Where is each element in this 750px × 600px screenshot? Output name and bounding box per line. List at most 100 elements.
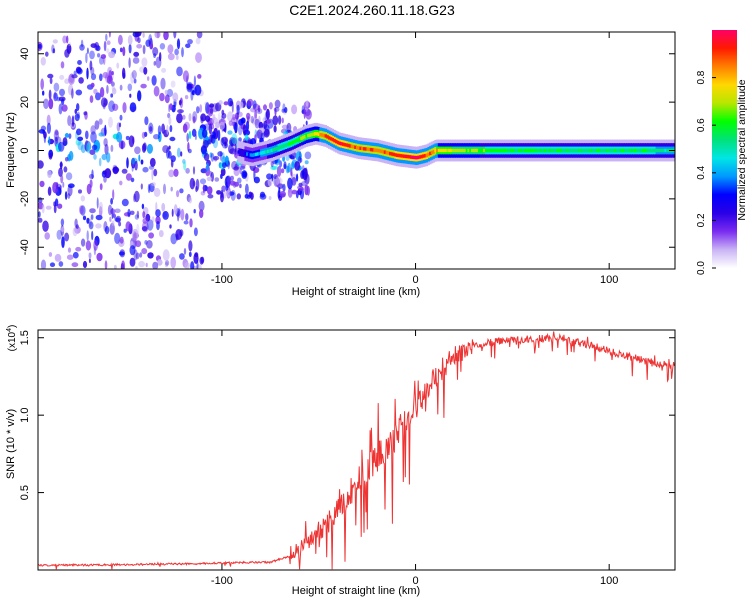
spectrogram-noise-blob [122, 102, 127, 114]
spectrogram-noise-blob [256, 108, 263, 115]
spectrogram-noise-blob [110, 93, 114, 98]
snr-x-tick-label: 100 [600, 575, 618, 587]
spectrogram-trace-core [561, 148, 564, 153]
spectrogram-noise-blob [145, 262, 148, 268]
spectrogram-noise-blob [83, 111, 88, 116]
spectrogram-noise-blob [106, 40, 111, 45]
spectrogram-noise-blob [220, 137, 225, 146]
spectrogram-noise-blob [233, 166, 239, 171]
spectrogram-trace-core [416, 155, 420, 160]
spectrogram-trace-core [648, 148, 652, 153]
spectrogram-noise-blob [77, 60, 82, 65]
spectrogram-trace-core [439, 148, 443, 153]
spectrogram-noise-blob [95, 92, 101, 101]
spectrogram-trace-core [382, 150, 385, 154]
spectrogram-noise-blob [52, 39, 58, 44]
spectrogram-trace-core [397, 153, 401, 158]
spectrogram-noise-blob [171, 208, 174, 217]
spectrogram-noise-blob [170, 159, 174, 168]
spectrogram-noise-blob [40, 78, 44, 90]
spectrogram-noise-blob [173, 168, 179, 177]
spectrogram-noise-blob [135, 240, 142, 248]
spectrogram-noise-blob [165, 260, 170, 266]
spectrogram-trace-core [556, 148, 559, 153]
spectrogram-noise-blob [40, 259, 47, 269]
spectrogram-trace-core [615, 148, 619, 153]
spectrogram-trace-core [383, 150, 387, 154]
spectrogram-noise-blob [189, 177, 195, 190]
spectrogram-noise-blob [111, 220, 115, 226]
colorbar: 0.0 0.2 0.4 0.6 0.8 Normalized spectral ampl… [696, 30, 748, 275]
spectrogram-y-tick-label: -20 [19, 191, 31, 207]
spectrogram-noise-blob [125, 221, 132, 232]
spectrogram-noise-blob [131, 166, 134, 172]
spectrogram-noise-blob [221, 112, 227, 119]
spectrogram-noise-blob [301, 165, 305, 176]
spectrogram-trace-core [617, 148, 620, 153]
spectrogram-noise-blob [103, 40, 107, 52]
spectrogram-noise-blob [258, 121, 264, 129]
spectrogram-noise-blob [79, 44, 85, 51]
spectrogram-noise-blob [130, 210, 135, 215]
spectrogram-noise-blob [175, 54, 179, 61]
spectrogram-trace-core [633, 148, 636, 153]
colorbar-tick-label: 0.0 [696, 261, 707, 275]
spectrogram-noise-blob [104, 226, 110, 235]
spectrogram-noise-blob [134, 32, 142, 37]
spectrogram-trace-core [608, 148, 612, 153]
spectrogram-noise-blob [60, 174, 64, 184]
spectrogram-trace-core [481, 148, 484, 153]
spectrogram-trace-core [274, 147, 277, 151]
spectrogram-noise-blob [51, 44, 55, 54]
spectrogram-noise-blob [86, 67, 89, 80]
spectrogram-trace-core [239, 150, 242, 155]
spectrogram-noise-blob [229, 100, 233, 107]
spectrogram-trace-core [575, 148, 578, 153]
spectrogram-noise-blob [227, 176, 231, 188]
spectrogram-trace-core [521, 148, 524, 153]
spectrogram-noise-blob [76, 128, 82, 136]
spectrogram-trace-core [620, 148, 624, 153]
spectrogram-noise-blob [125, 173, 132, 181]
spectrogram-noise-blob [242, 124, 247, 136]
spectrogram-noise-blob [168, 116, 172, 126]
spectrogram-noise-blob [163, 183, 166, 195]
spectrogram-noise-blob [177, 210, 180, 222]
spectrogram-trace-core [638, 148, 641, 153]
spectrogram-trace-core [538, 148, 542, 153]
spectrogram-noise-blob [42, 90, 45, 96]
spectrogram-noise-blob [228, 120, 233, 126]
spectrogram-trace-core [659, 148, 662, 153]
spectrogram-noise-blob [244, 193, 249, 199]
spectrogram-noise-blob [209, 152, 213, 158]
spectrogram-noise-blob [90, 131, 97, 143]
spectrogram-noise-blob [174, 48, 179, 56]
spectrogram-noise-blob [162, 210, 169, 220]
spectrogram-noise-blob [142, 211, 146, 219]
spectrogram-noise-blob [82, 260, 88, 269]
spectrogram-noise-blob [152, 47, 159, 56]
spectrogram-noise-blob [114, 208, 121, 214]
spectrogram-trace-core [622, 148, 625, 153]
spectrogram-trace-core [526, 148, 530, 153]
spectrogram-trace-core [420, 154, 423, 159]
spectrogram-noise-blob [253, 176, 260, 184]
spectrogram-noise-blob [184, 262, 190, 269]
spectrogram-noise-blob [134, 160, 138, 171]
spectrogram-noise-blob [60, 61, 65, 69]
spectrogram-noise-blob [67, 193, 71, 199]
spectrogram-noise-blob [93, 154, 97, 160]
spectrogram-noise-blob [202, 184, 205, 194]
spectrogram-trace-core [293, 139, 296, 144]
spectrogram-trace-core [389, 151, 392, 156]
spectrogram-trace-core [359, 146, 362, 150]
spectrogram-noise-blob [48, 98, 54, 110]
spectrogram-noise-blob [46, 122, 52, 134]
spectrogram-noise-blob [188, 148, 192, 154]
spectrogram-noise-blob [289, 155, 295, 160]
spectrogram-noise-blob [230, 180, 236, 186]
spectrogram-noise-blob [191, 89, 195, 96]
spectrogram-noise-blob [163, 32, 169, 41]
spectrogram-noise-blob [291, 189, 298, 195]
